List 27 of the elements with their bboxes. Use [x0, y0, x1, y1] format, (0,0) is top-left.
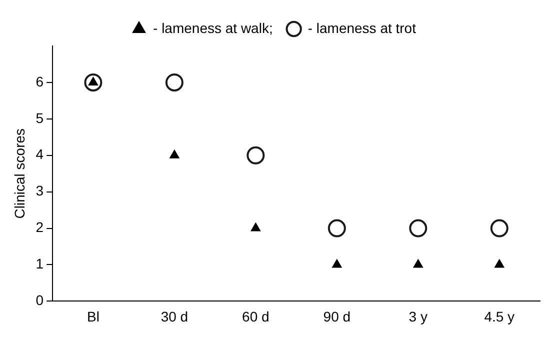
y-tick-label: 2: [36, 219, 44, 236]
point: [246, 146, 265, 164]
x-tick-label: 3 y: [408, 308, 428, 324]
x-tick-label: 4.5 y: [484, 308, 515, 324]
point: [328, 219, 346, 238]
x-tick-label: 90 d: [323, 308, 351, 324]
point: [494, 259, 504, 268]
y-axis-title: Clinical scores: [11, 128, 28, 219]
y-tick-label: 4: [36, 146, 44, 162]
point: [170, 150, 180, 158]
point: [409, 219, 428, 238]
x-tick-label: 60 d: [242, 308, 270, 324]
y-tick-label: 0: [36, 292, 44, 308]
point: [332, 259, 342, 268]
point: [413, 259, 423, 268]
point: [490, 219, 508, 238]
x-tick-label: Bl: [86, 308, 100, 324]
point: [165, 73, 184, 92]
x-tick-label: 30 d: [160, 308, 188, 324]
y-tick-label: 6: [36, 73, 44, 90]
point: [250, 222, 261, 232]
y-tick-label: 1: [36, 256, 44, 272]
legend-label: - lameness at trot: [308, 20, 416, 36]
point: [84, 73, 102, 92]
legend-label: - lameness at walk;: [153, 20, 273, 36]
y-tick-label: 3: [36, 182, 44, 199]
y-tick-label: 5: [36, 110, 44, 126]
